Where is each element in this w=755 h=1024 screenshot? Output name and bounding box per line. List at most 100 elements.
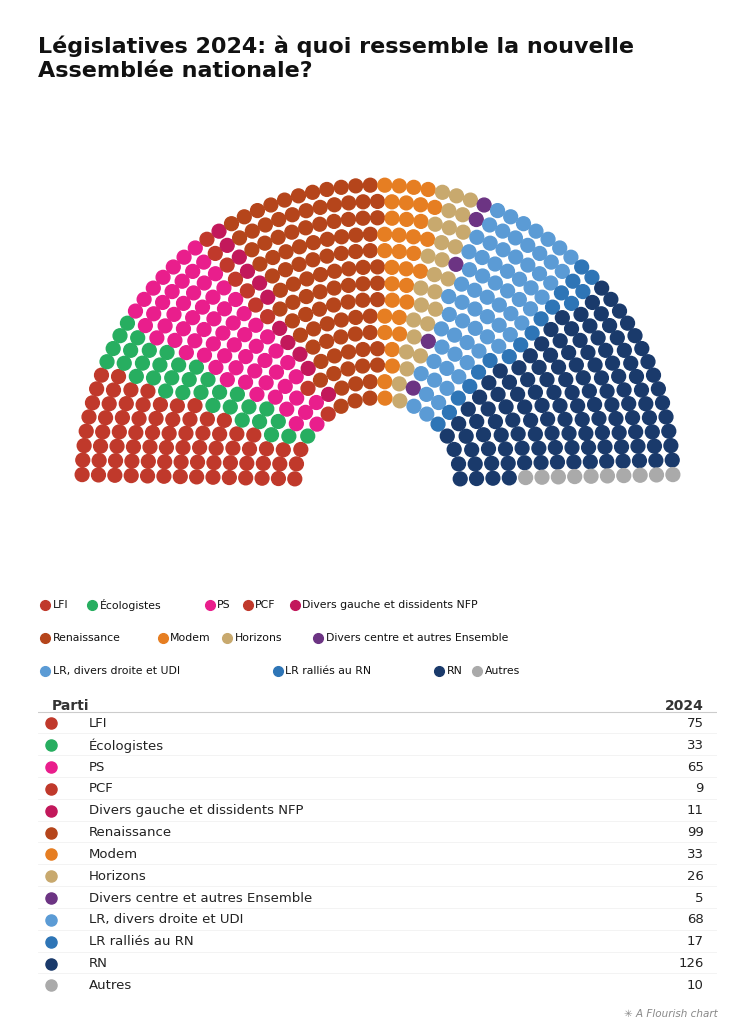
Circle shape — [652, 382, 665, 396]
Circle shape — [293, 240, 307, 254]
Circle shape — [465, 442, 479, 457]
Circle shape — [240, 457, 254, 470]
Circle shape — [322, 387, 335, 401]
Circle shape — [576, 285, 590, 298]
Circle shape — [596, 426, 609, 439]
Circle shape — [146, 307, 161, 321]
Circle shape — [106, 383, 120, 397]
Circle shape — [510, 387, 525, 401]
Circle shape — [188, 398, 202, 413]
Circle shape — [206, 398, 220, 413]
Circle shape — [393, 327, 406, 341]
Circle shape — [568, 470, 581, 483]
Circle shape — [544, 348, 557, 362]
Circle shape — [618, 343, 631, 357]
Circle shape — [299, 406, 313, 419]
Circle shape — [349, 228, 363, 242]
Circle shape — [482, 376, 496, 390]
Text: 99: 99 — [687, 826, 704, 839]
Circle shape — [378, 227, 392, 242]
Circle shape — [290, 457, 304, 471]
Circle shape — [400, 362, 414, 376]
Circle shape — [289, 417, 304, 431]
Circle shape — [533, 247, 547, 260]
Circle shape — [186, 264, 199, 279]
Circle shape — [189, 241, 202, 255]
Circle shape — [453, 472, 467, 485]
Circle shape — [605, 398, 619, 412]
Circle shape — [217, 302, 231, 315]
Circle shape — [582, 384, 596, 398]
Circle shape — [241, 284, 254, 298]
Circle shape — [617, 383, 631, 396]
Circle shape — [456, 208, 470, 221]
Circle shape — [524, 281, 538, 295]
Circle shape — [159, 319, 172, 333]
Circle shape — [258, 237, 272, 250]
Circle shape — [255, 471, 269, 485]
Circle shape — [442, 307, 456, 322]
Circle shape — [553, 334, 567, 348]
Circle shape — [128, 304, 143, 318]
Circle shape — [341, 345, 356, 358]
Text: 68: 68 — [687, 913, 704, 927]
Circle shape — [278, 194, 291, 207]
Circle shape — [146, 282, 160, 295]
Circle shape — [476, 269, 489, 283]
Circle shape — [414, 298, 428, 312]
Text: Divers centre et autres Ensemble: Divers centre et autres Ensemble — [326, 633, 508, 643]
Circle shape — [230, 427, 244, 440]
Text: 33: 33 — [686, 738, 704, 752]
Circle shape — [399, 262, 413, 275]
Text: PCF: PCF — [255, 600, 276, 610]
Circle shape — [257, 457, 270, 470]
Circle shape — [481, 402, 495, 416]
Circle shape — [575, 260, 589, 273]
Circle shape — [110, 439, 124, 454]
Circle shape — [140, 469, 155, 483]
Circle shape — [649, 468, 664, 482]
Circle shape — [159, 384, 173, 398]
Circle shape — [482, 442, 495, 456]
Text: LR, divers droite et UDI: LR, divers droite et UDI — [53, 667, 180, 676]
Circle shape — [271, 415, 285, 428]
Circle shape — [480, 310, 495, 324]
Circle shape — [414, 282, 428, 295]
Circle shape — [639, 397, 653, 411]
Circle shape — [124, 383, 138, 396]
Circle shape — [177, 297, 190, 310]
Circle shape — [310, 395, 323, 410]
Circle shape — [285, 225, 299, 239]
Circle shape — [356, 359, 369, 373]
Circle shape — [259, 376, 273, 390]
Text: Modem: Modem — [89, 848, 138, 861]
Circle shape — [327, 282, 341, 295]
Circle shape — [633, 468, 647, 482]
Circle shape — [138, 318, 153, 333]
Circle shape — [180, 346, 193, 359]
Circle shape — [447, 442, 461, 457]
Circle shape — [299, 221, 313, 234]
Circle shape — [245, 224, 259, 238]
Circle shape — [236, 413, 249, 427]
Circle shape — [552, 360, 565, 374]
Circle shape — [371, 211, 384, 224]
Circle shape — [569, 358, 584, 372]
Circle shape — [641, 354, 655, 369]
Text: RN: RN — [89, 957, 108, 970]
Circle shape — [341, 279, 356, 292]
Circle shape — [266, 269, 279, 283]
Circle shape — [513, 293, 526, 306]
Circle shape — [94, 439, 107, 453]
Circle shape — [313, 285, 327, 299]
Circle shape — [385, 260, 399, 274]
Circle shape — [216, 327, 230, 340]
Circle shape — [473, 390, 486, 404]
Circle shape — [483, 353, 497, 368]
Circle shape — [558, 413, 572, 426]
Circle shape — [541, 232, 555, 246]
Circle shape — [94, 369, 109, 382]
Circle shape — [406, 381, 421, 395]
Circle shape — [566, 274, 580, 288]
Circle shape — [300, 290, 313, 303]
